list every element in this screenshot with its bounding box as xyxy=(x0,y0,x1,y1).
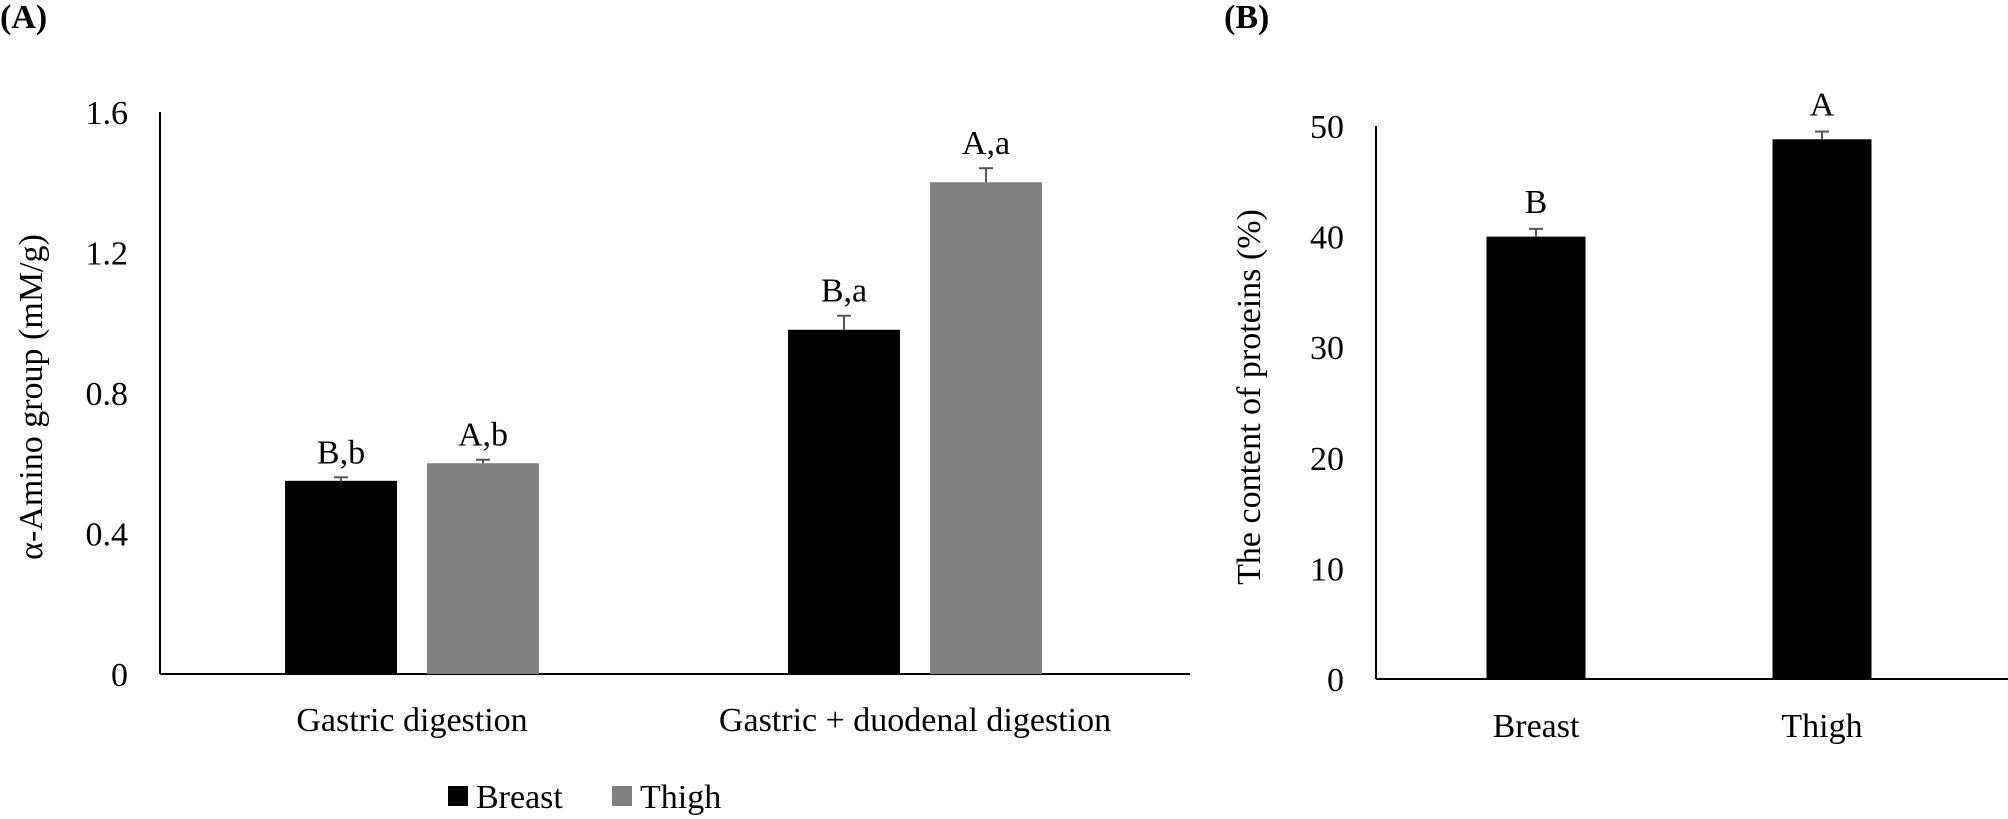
chart-b-y-tick-label: 0 xyxy=(1327,662,1344,699)
chart-b-category-label: Thigh xyxy=(1781,708,1862,745)
chart-a-legend-swatch xyxy=(612,786,632,806)
chart-b-y-axis-label: The content of proteins (%) xyxy=(1231,209,1268,585)
chart-b-y-tick-label: 50 xyxy=(1310,109,1344,146)
chart-a-y-tick-label: 1.6 xyxy=(86,95,129,132)
chart-b-y-tick-label: 40 xyxy=(1310,220,1344,257)
chart-a-y-tick-label: 0.4 xyxy=(86,517,129,554)
chart-a-significance-label: B,b xyxy=(317,434,365,471)
chart-a-category-label: Gastric digestion xyxy=(296,702,527,739)
chart-a-legend-label: Breast xyxy=(476,779,563,816)
chart-b-y-tick-label: 20 xyxy=(1310,441,1344,478)
chart-a-y-tick-label: 0 xyxy=(111,657,128,694)
chart-a-bar xyxy=(930,182,1042,674)
chart-a-bar xyxy=(788,329,900,674)
chart-b-significance-label: B xyxy=(1525,184,1548,221)
chart-a-category-label: Gastric + duodenal digestion xyxy=(719,702,1111,739)
chart-a: α-Amino group (mM/g) 0 0.4 0.8 1.2 1.6 Gastri… xyxy=(13,95,1190,816)
panel-a-label: (A) xyxy=(0,0,47,36)
chart-a-bar xyxy=(427,463,539,674)
chart-a-significance-label: A,b xyxy=(458,417,508,454)
chart-a-significance-label: B,a xyxy=(821,273,867,310)
chart-a-y-axis-label: α-Amino group (mM/g) xyxy=(13,234,50,560)
chart-a-legend-swatch xyxy=(448,786,468,806)
chart-b-y-tick-label: 30 xyxy=(1310,330,1344,367)
chart-a-y-tick-label: 0.8 xyxy=(86,376,129,413)
chart-a-bar xyxy=(285,480,397,674)
chart-a-significance-label: A,a xyxy=(962,125,1010,162)
chart-a-legend-label: Thigh xyxy=(640,779,721,816)
chart-b-category-label: Breast xyxy=(1493,708,1580,745)
chart-a-y-tick-label: 1.2 xyxy=(86,236,129,273)
chart-b: The content of proteins (%) 0 10 20 30 40 50 B… xyxy=(1231,87,2008,745)
chart-b-significance-label: A xyxy=(1810,87,1835,124)
chart-b-y-tick-label: 10 xyxy=(1310,551,1344,588)
chart-b-bar xyxy=(1772,139,1872,680)
chart-b-bar xyxy=(1486,236,1586,679)
panel-b-label: (B) xyxy=(1224,0,1269,36)
